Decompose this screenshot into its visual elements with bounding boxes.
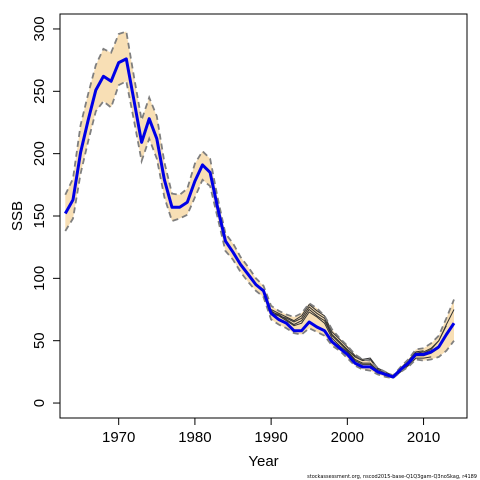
y-tick-label-300: 300	[31, 16, 48, 41]
x-tick-label-2000: 2000	[331, 429, 364, 446]
x-axis-title: Year	[248, 453, 278, 470]
upper-bound-line	[64, 30, 455, 377]
bound-lines-layer	[64, 30, 455, 380]
y-tick-label-200: 200	[31, 141, 48, 166]
x-tick-label-2010: 2010	[407, 429, 440, 446]
y-tick-label-50: 50	[31, 332, 48, 349]
y-tick-label-150: 150	[31, 203, 48, 228]
estimate-line-layer	[63, 57, 456, 379]
estimate-line	[63, 57, 456, 379]
y-tick-label-250: 250	[31, 79, 48, 104]
retro-line-retro-d	[270, 303, 424, 377]
y-axis: 0 50 100 150 200 250 300	[31, 16, 60, 407]
confidence-band-layer	[65, 31, 455, 379]
confidence-band	[65, 31, 455, 379]
x-tick-label-1970: 1970	[102, 429, 135, 446]
x-tick-label-1980: 1980	[178, 429, 211, 446]
x-axis: 1970 1980 1990 2000 2010	[102, 418, 440, 446]
y-tick-label-0: 0	[31, 399, 48, 407]
y-axis-title: SSB	[9, 201, 26, 231]
source-note: stockassessment.org, nscod2015-base-Q1Q3…	[307, 474, 477, 480]
lower-bound-line	[64, 79, 455, 380]
x-tick-label-1990: 1990	[254, 429, 287, 446]
retro-line-1	[423, 309, 455, 354]
y-tick-label-100: 100	[31, 266, 48, 291]
